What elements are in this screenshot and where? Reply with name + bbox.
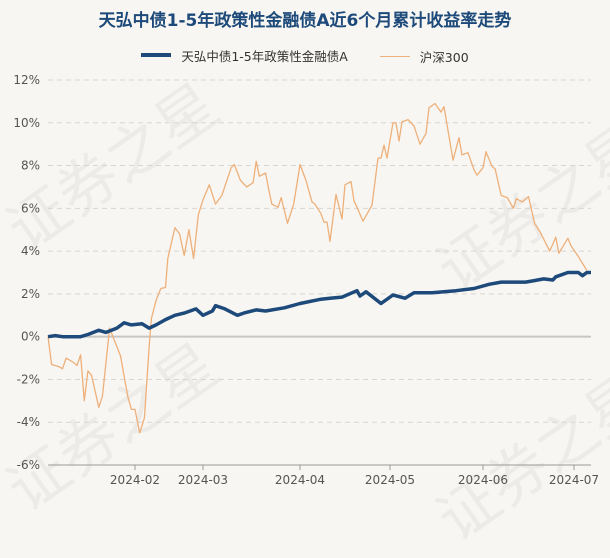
y-tick-label: 2% (21, 287, 40, 301)
x-tick-label: 2024-05 (365, 473, 415, 487)
legend-label-csi300: 沪深300 (419, 50, 469, 65)
legend-item-csi300[interactable]: 沪深300 (379, 47, 469, 66)
y-tick-label: 0% (21, 330, 40, 344)
y-tick-label: 4% (21, 244, 40, 258)
y-tick-label: -4% (17, 415, 40, 429)
y-tick-label: 12% (13, 73, 40, 87)
legend-label-fund: 天弘中债1-5年政策性金融债A (181, 48, 348, 64)
y-tick-label: -6% (17, 458, 40, 472)
y-tick-label: 6% (21, 201, 40, 215)
chart-title: 天弘中债1-5年政策性金融债A近6个月累计收益率走势 (98, 11, 512, 31)
x-tick-label: 2024-02 (110, 473, 160, 487)
series-line-fund (47, 270, 591, 339)
line-chart: -6% -4% -2% 0% 2% 4% 6% 8% 10% 12% 2024-02 2024-03 2… (13, 73, 599, 487)
series-line-csi300 (47, 102, 588, 434)
x-tick-label: 2024-07 (549, 473, 599, 487)
x-tick-label: 2024-06 (458, 473, 508, 487)
y-tick-label: 8% (21, 159, 40, 173)
legend: 天弘中债1-5年政策性金融债A 沪深300 (0, 45, 610, 66)
legend-swatch-csi300 (379, 56, 410, 57)
y-tick-label: 10% (13, 116, 40, 130)
x-tick-label: 2024-03 (178, 473, 228, 487)
x-tick-label: 2024-04 (275, 473, 325, 487)
y-tick-label: -2% (17, 372, 40, 386)
legend-item-fund[interactable]: 天弘中债1-5年政策性金融债A (141, 46, 348, 65)
legend-swatch-fund (141, 53, 172, 57)
